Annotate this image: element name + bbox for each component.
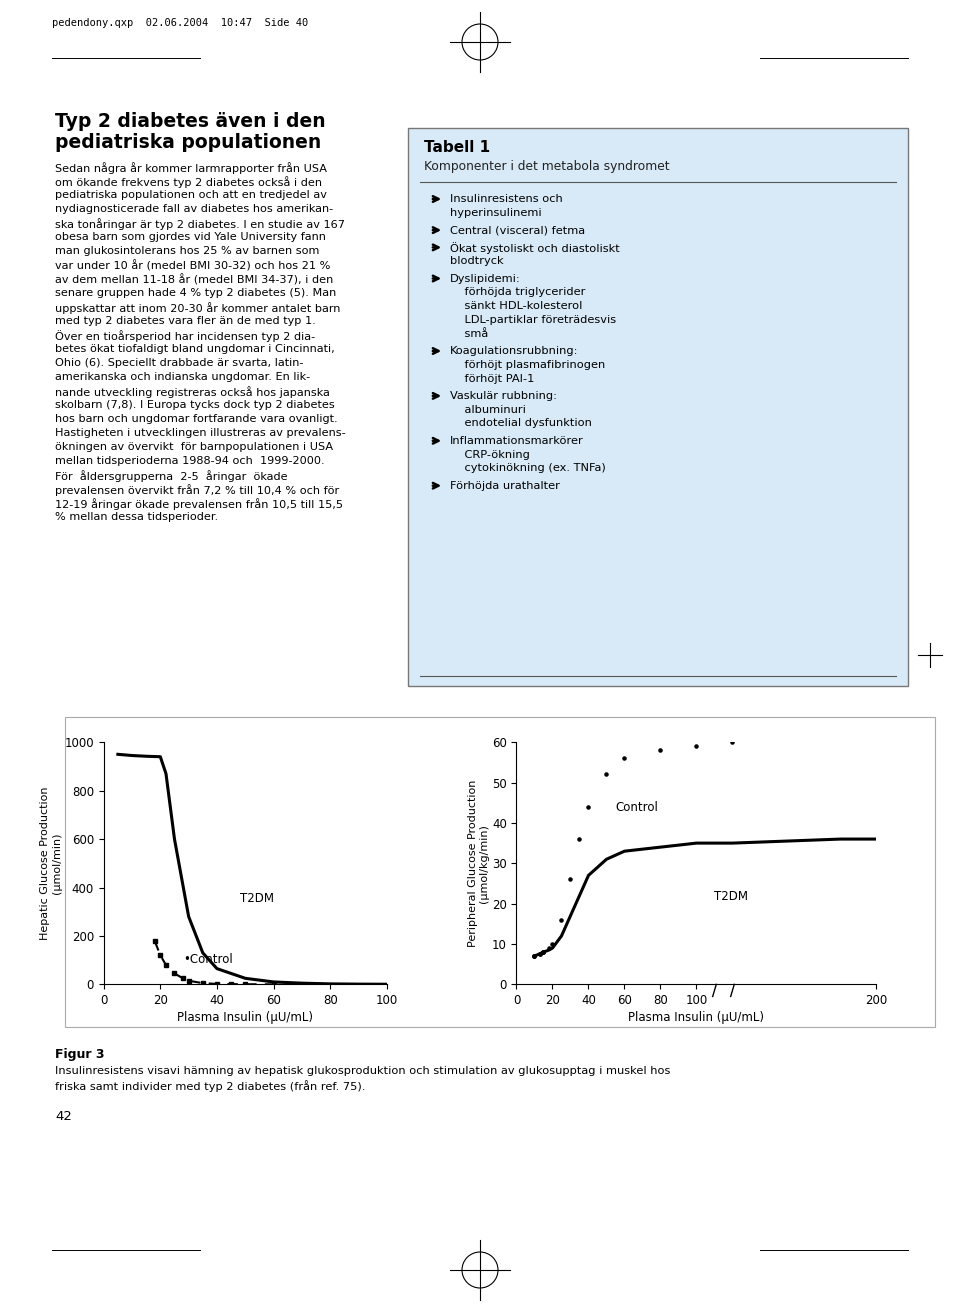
Text: små: små: [450, 329, 489, 339]
Text: skolbarn (7,8). I Europa tycks dock typ 2 diabetes: skolbarn (7,8). I Europa tycks dock typ …: [55, 401, 335, 410]
Text: LDL-partiklar företrädesvis: LDL-partiklar företrädesvis: [450, 315, 616, 325]
Text: man glukosintolerans hos 25 % av barnen som: man glukosintolerans hos 25 % av barnen …: [55, 246, 320, 257]
Text: cytokinökning (ex. TNFa): cytokinökning (ex. TNFa): [450, 463, 606, 474]
Text: Hastigheten i utvecklingen illustreras av prevalens-: Hastigheten i utvecklingen illustreras a…: [55, 428, 346, 439]
Text: Dyslipidemi:: Dyslipidemi:: [450, 274, 520, 284]
Text: Tabell 1: Tabell 1: [424, 140, 491, 154]
Text: Vaskulär rubbning:: Vaskulär rubbning:: [450, 391, 557, 401]
Text: ökningen av övervikt  för barnpopulationen i USA: ökningen av övervikt för barnpopulatione…: [55, 442, 333, 452]
Bar: [408, 128, 908, 686]
Text: Över en tioårsperiod har incidensen typ 2 dia-: Över en tioårsperiod har incidensen typ …: [55, 330, 315, 342]
X-axis label: Plasma Insulin (μU/mL): Plasma Insulin (μU/mL): [629, 1012, 764, 1024]
Text: Sedan några år kommer larmrapporter från USA: Sedan några år kommer larmrapporter från…: [55, 162, 327, 174]
Text: förhöjt PAI-1: förhöjt PAI-1: [450, 373, 535, 384]
Text: albuminuri: albuminuri: [450, 404, 526, 415]
Text: sänkt HDL-kolesterol: sänkt HDL-kolesterol: [450, 301, 583, 312]
Y-axis label: Peripheral Glucose Production
(μmol/kg/min): Peripheral Glucose Production (μmol/kg/m…: [468, 780, 489, 946]
Text: uppskattar att inom 20-30 år kommer antalet barn: uppskattar att inom 20-30 år kommer anta…: [55, 302, 341, 314]
Text: Komponenter i det metabola syndromet: Komponenter i det metabola syndromet: [424, 160, 670, 173]
Text: Figur 3: Figur 3: [55, 1049, 105, 1062]
Text: % mellan dessa tidsperioder.: % mellan dessa tidsperioder.: [55, 512, 218, 522]
Text: prevalensen övervikt från 7,2 % till 10,4 % och för: prevalensen övervikt från 7,2 % till 10,…: [55, 484, 339, 496]
Text: var under 10 år (medel BMI 30-32) och hos 21 %: var under 10 år (medel BMI 30-32) och ho…: [55, 260, 330, 271]
Text: •Control: •Control: [183, 953, 232, 966]
Y-axis label: Hepatic Glucose Production
(μmol/min): Hepatic Glucose Production (μmol/min): [40, 787, 61, 940]
Text: Control: Control: [615, 801, 659, 814]
Text: senare gruppen hade 4 % typ 2 diabetes (5). Man: senare gruppen hade 4 % typ 2 diabetes (…: [55, 288, 336, 298]
Text: T2DM: T2DM: [240, 891, 274, 905]
Text: friska samt individer med typ 2 diabetes (från ref. 75).: friska samt individer med typ 2 diabetes…: [55, 1080, 366, 1092]
Text: pedendony.qxp  02.06.2004  10:47  Side 40: pedendony.qxp 02.06.2004 10:47 Side 40: [52, 18, 308, 27]
Text: T2DM: T2DM: [714, 890, 749, 903]
Text: nande utveckling registreras också hos japanska: nande utveckling registreras också hos j…: [55, 386, 330, 398]
Text: pediatriska populationen och att en tredjedel av: pediatriska populationen och att en tred…: [55, 190, 326, 200]
Text: betes ökat tiofaldigt bland ungdomar i Cincinnati,: betes ökat tiofaldigt bland ungdomar i C…: [55, 344, 335, 353]
Text: Insulinresistens och: Insulinresistens och: [450, 194, 563, 204]
Text: Insulinresistens visavi hämning av hepatisk glukosproduktion och stimulation av : Insulinresistens visavi hämning av hepat…: [55, 1066, 670, 1076]
Text: av dem mellan 11-18 år (medel BMI 34-37), i den: av dem mellan 11-18 år (medel BMI 34-37)…: [55, 274, 333, 285]
Text: förhöjda triglycerider: förhöjda triglycerider: [450, 287, 586, 297]
Text: obesa barn som gjordes vid Yale University fann: obesa barn som gjordes vid Yale Universi…: [55, 232, 325, 242]
Text: Ohio (6). Speciellt drabbade är svarta, latin-: Ohio (6). Speciellt drabbade är svarta, …: [55, 357, 303, 368]
Text: förhöjt plasmafibrinogen: förhöjt plasmafibrinogen: [450, 360, 605, 370]
Text: mellan tidsperioderna 1988-94 och  1999-2000.: mellan tidsperioderna 1988-94 och 1999-2…: [55, 456, 324, 466]
Text: blodtryck: blodtryck: [450, 257, 504, 266]
Text: hos barn och ungdomar fortfarande vara ovanligt.: hos barn och ungdomar fortfarande vara o…: [55, 414, 338, 424]
Text: ska tonåringar är typ 2 diabetes. I en studie av 167: ska tonåringar är typ 2 diabetes. I en s…: [55, 219, 345, 230]
Text: CRP-ökning: CRP-ökning: [450, 449, 530, 459]
Text: endotelial dysfunktion: endotelial dysfunktion: [450, 419, 592, 428]
Text: Typ 2 diabetes även i den: Typ 2 diabetes även i den: [55, 113, 325, 131]
Text: om ökande frekvens typ 2 diabetes också i den: om ökande frekvens typ 2 diabetes också …: [55, 175, 322, 188]
X-axis label: Plasma Insulin (μU/mL): Plasma Insulin (μU/mL): [178, 1012, 313, 1024]
Text: amerikanska och indianska ungdomar. En lik-: amerikanska och indianska ungdomar. En l…: [55, 372, 310, 382]
Text: nydiagnosticerade fall av diabetes hos amerikan-: nydiagnosticerade fall av diabetes hos a…: [55, 204, 333, 213]
Text: hyperinsulinemi: hyperinsulinemi: [450, 208, 541, 217]
Bar: [65, 717, 935, 1028]
Text: För  åldersgrupperna  2-5  åringar  ökade: För åldersgrupperna 2-5 åringar ökade: [55, 470, 288, 482]
Text: 12-19 åringar ökade prevalensen från 10,5 till 15,5: 12-19 åringar ökade prevalensen från 10,…: [55, 497, 343, 511]
Text: 42: 42: [55, 1110, 72, 1123]
Text: Förhöjda urathalter: Förhöjda urathalter: [450, 480, 560, 491]
Text: pediatriska populationen: pediatriska populationen: [55, 134, 322, 152]
Text: Inflammationsmarkörer: Inflammationsmarkörer: [450, 436, 584, 446]
Text: med typ 2 diabetes vara fler än de med typ 1.: med typ 2 diabetes vara fler än de med t…: [55, 315, 316, 326]
Text: Ökat systoliskt och diastoliskt: Ökat systoliskt och diastoliskt: [450, 242, 620, 254]
Text: Central (visceral) fetma: Central (visceral) fetma: [450, 225, 586, 236]
Text: Koagulationsrubbning:: Koagulationsrubbning:: [450, 346, 579, 356]
